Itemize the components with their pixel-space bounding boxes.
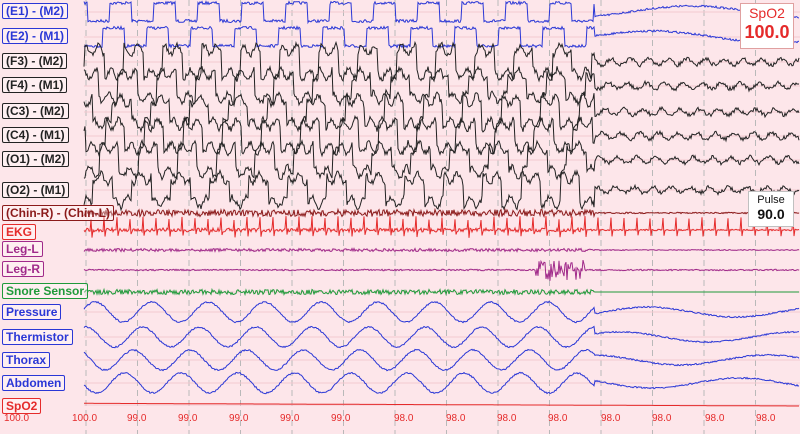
spo2-readout: SpO2 100.0 xyxy=(740,3,794,49)
channel-label[interactable]: Thermistor xyxy=(2,329,73,345)
waveform-trace xyxy=(83,168,800,212)
channel-label[interactable]: (F3) - (M2) xyxy=(2,53,68,69)
spo2-value: 100.0 xyxy=(744,22,790,42)
spo2-tick-label: 100.0 xyxy=(72,413,98,424)
waveform-trace xyxy=(83,114,800,158)
channel-label[interactable]: EKG xyxy=(2,224,37,240)
spo2-title: SpO2 xyxy=(749,5,785,21)
waveform-trace xyxy=(83,40,800,83)
waveform-trace xyxy=(83,287,799,297)
spo2-tick-label: 99.0 xyxy=(229,413,249,424)
channel-label[interactable]: (Chin-R) - (Chin-L) xyxy=(2,205,114,221)
channel-label[interactable]: Abdomen xyxy=(2,375,66,391)
waveform-trace xyxy=(83,371,800,395)
waveform-trace xyxy=(84,402,799,407)
pulse-readout: Pulse 90.0 xyxy=(748,191,794,227)
channel-label[interactable]: (C4) - (M1) xyxy=(2,127,69,143)
channel-label[interactable]: Snore Sensor xyxy=(2,283,89,299)
spo2-tick-label: 99.0 xyxy=(178,413,198,424)
waveform-trace xyxy=(83,247,800,253)
channel-label[interactable]: (E1) - (M2) xyxy=(2,3,68,19)
channel-label[interactable]: (O1) - (M2) xyxy=(2,151,70,167)
spo2-tick-label: 98.0 xyxy=(548,413,568,424)
channel-label[interactable]: (C3) - (M2) xyxy=(2,103,69,119)
waveform-trace xyxy=(83,65,800,108)
spo2-tick-label: 99.0 xyxy=(280,413,300,424)
channel-label[interactable]: Thorax xyxy=(2,352,51,368)
spo2-tick-label: 98.0 xyxy=(497,413,517,424)
pulse-value: 90.0 xyxy=(757,206,785,222)
spo2-tick-label: 100.0 xyxy=(4,413,30,424)
waveform-trace xyxy=(83,348,800,372)
channel-label[interactable]: Leg-R xyxy=(2,261,44,277)
channel-label[interactable]: Leg-L xyxy=(2,241,43,257)
spo2-tick-label: 98.0 xyxy=(446,413,466,424)
channel-label[interactable]: Pressure xyxy=(2,304,62,320)
spo2-tick-label: 99.0 xyxy=(331,413,351,424)
spo2-tick-label: 98.0 xyxy=(756,413,776,424)
channel-label[interactable]: (F4) - (M1) xyxy=(2,77,68,93)
waveform-trace xyxy=(83,216,799,238)
waveform-trace xyxy=(83,259,800,281)
waveform-trace xyxy=(83,325,800,349)
channel-label[interactable]: (O2) - (M1) xyxy=(2,182,70,198)
spo2-tick-label: 98.0 xyxy=(394,413,414,424)
waveform-trace xyxy=(83,91,800,134)
waveform-trace xyxy=(83,207,799,219)
spo2-tick-label: 99.0 xyxy=(127,413,147,424)
spo2-tick-label: 98.0 xyxy=(705,413,725,424)
channel-label[interactable]: (E2) - (M1) xyxy=(2,28,68,44)
pulse-title: Pulse xyxy=(757,194,785,206)
waveform-trace xyxy=(83,138,800,182)
spo2-tick-label: 98.0 xyxy=(601,413,621,424)
channel-label[interactable]: SpO2 xyxy=(2,398,42,414)
waveform-trace xyxy=(83,24,800,49)
spo2-tick-label: 98.0 xyxy=(652,413,672,424)
waveform-trace xyxy=(83,0,800,25)
waveform-trace xyxy=(83,300,800,324)
